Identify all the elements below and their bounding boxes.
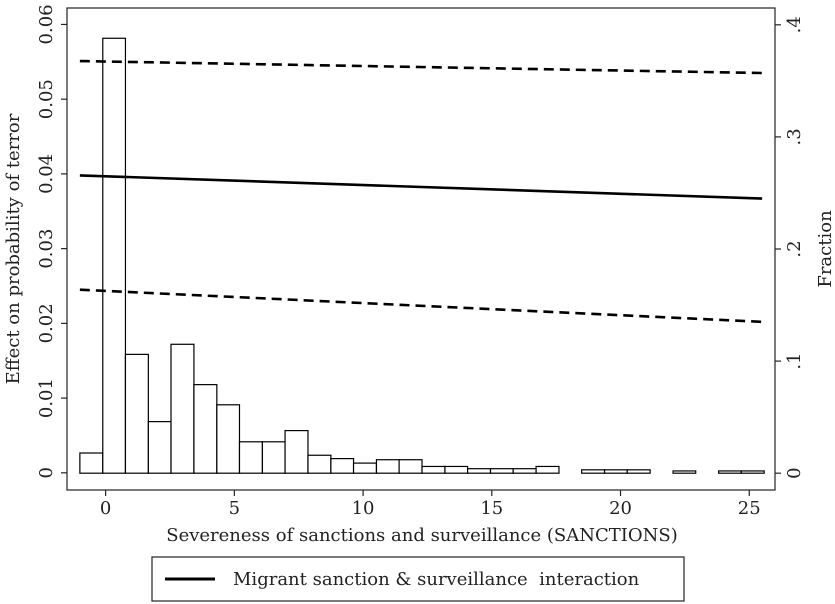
histogram-bar (421, 465, 446, 474)
histogram-bar (147, 421, 172, 474)
legend-label: Migrant sanction & surveillance interact… (233, 569, 640, 590)
histogram-bar (124, 353, 149, 474)
histogram-bar (626, 469, 651, 474)
series-line (79, 174, 763, 200)
histogram-bar (672, 470, 697, 474)
histogram-bar (102, 37, 127, 474)
histogram-bar (307, 454, 332, 474)
histogram-bar (238, 441, 264, 474)
histogram-bar (375, 459, 400, 474)
x-tick-label: 5 (229, 498, 240, 519)
y2-tick-label: 0 (784, 467, 805, 478)
y-tick-label: 0.02 (36, 303, 57, 343)
y-tick-label: 0.01 (36, 378, 57, 418)
histogram-bar (718, 470, 742, 474)
y-tick-label: 0.05 (36, 79, 57, 119)
histogram-bar (512, 468, 537, 474)
series-line (79, 59, 763, 75)
histogram-bar (352, 462, 378, 474)
y2-tick-label: .4 (784, 16, 805, 33)
histogram-bar (193, 384, 218, 474)
histogram-bar (398, 459, 423, 474)
y2-tick-label: .2 (784, 240, 805, 257)
histogram-bar (581, 469, 606, 474)
y2-axis-label: Fraction (815, 210, 835, 288)
histogram-bar (489, 468, 514, 474)
y-tick-label: 0.04 (36, 154, 57, 194)
histogram-bar (444, 465, 469, 474)
histogram-bar (535, 465, 560, 474)
x-tick-label: 15 (480, 498, 503, 519)
histogram-bar (603, 469, 628, 474)
series-line (79, 288, 763, 324)
x-tick-label: 20 (609, 498, 632, 519)
x-axis-label: Severeness of sanctions and surveillance… (166, 525, 677, 546)
histogram-bar (216, 404, 241, 474)
histogram-bar (284, 429, 309, 474)
histogram-bar (79, 452, 104, 474)
histogram-bar (261, 441, 286, 474)
y2-tick-label: .3 (784, 128, 805, 145)
legend-box (151, 556, 685, 602)
y-tick-label: 0.03 (36, 229, 57, 269)
x-tick-label: 10 (352, 498, 375, 519)
histogram-bar (466, 468, 492, 474)
histogram-bar (740, 470, 765, 474)
y2-tick-label: .1 (784, 352, 805, 369)
x-tick-label: 25 (738, 498, 761, 519)
x-tick-label: 0 (100, 498, 111, 519)
histogram-bar (170, 343, 195, 474)
histogram-bar (330, 458, 355, 474)
y-axis-label: Effect on probability of terror (3, 113, 24, 384)
y-tick-label: 0 (36, 467, 57, 478)
y-tick-label: 0.06 (36, 4, 57, 44)
